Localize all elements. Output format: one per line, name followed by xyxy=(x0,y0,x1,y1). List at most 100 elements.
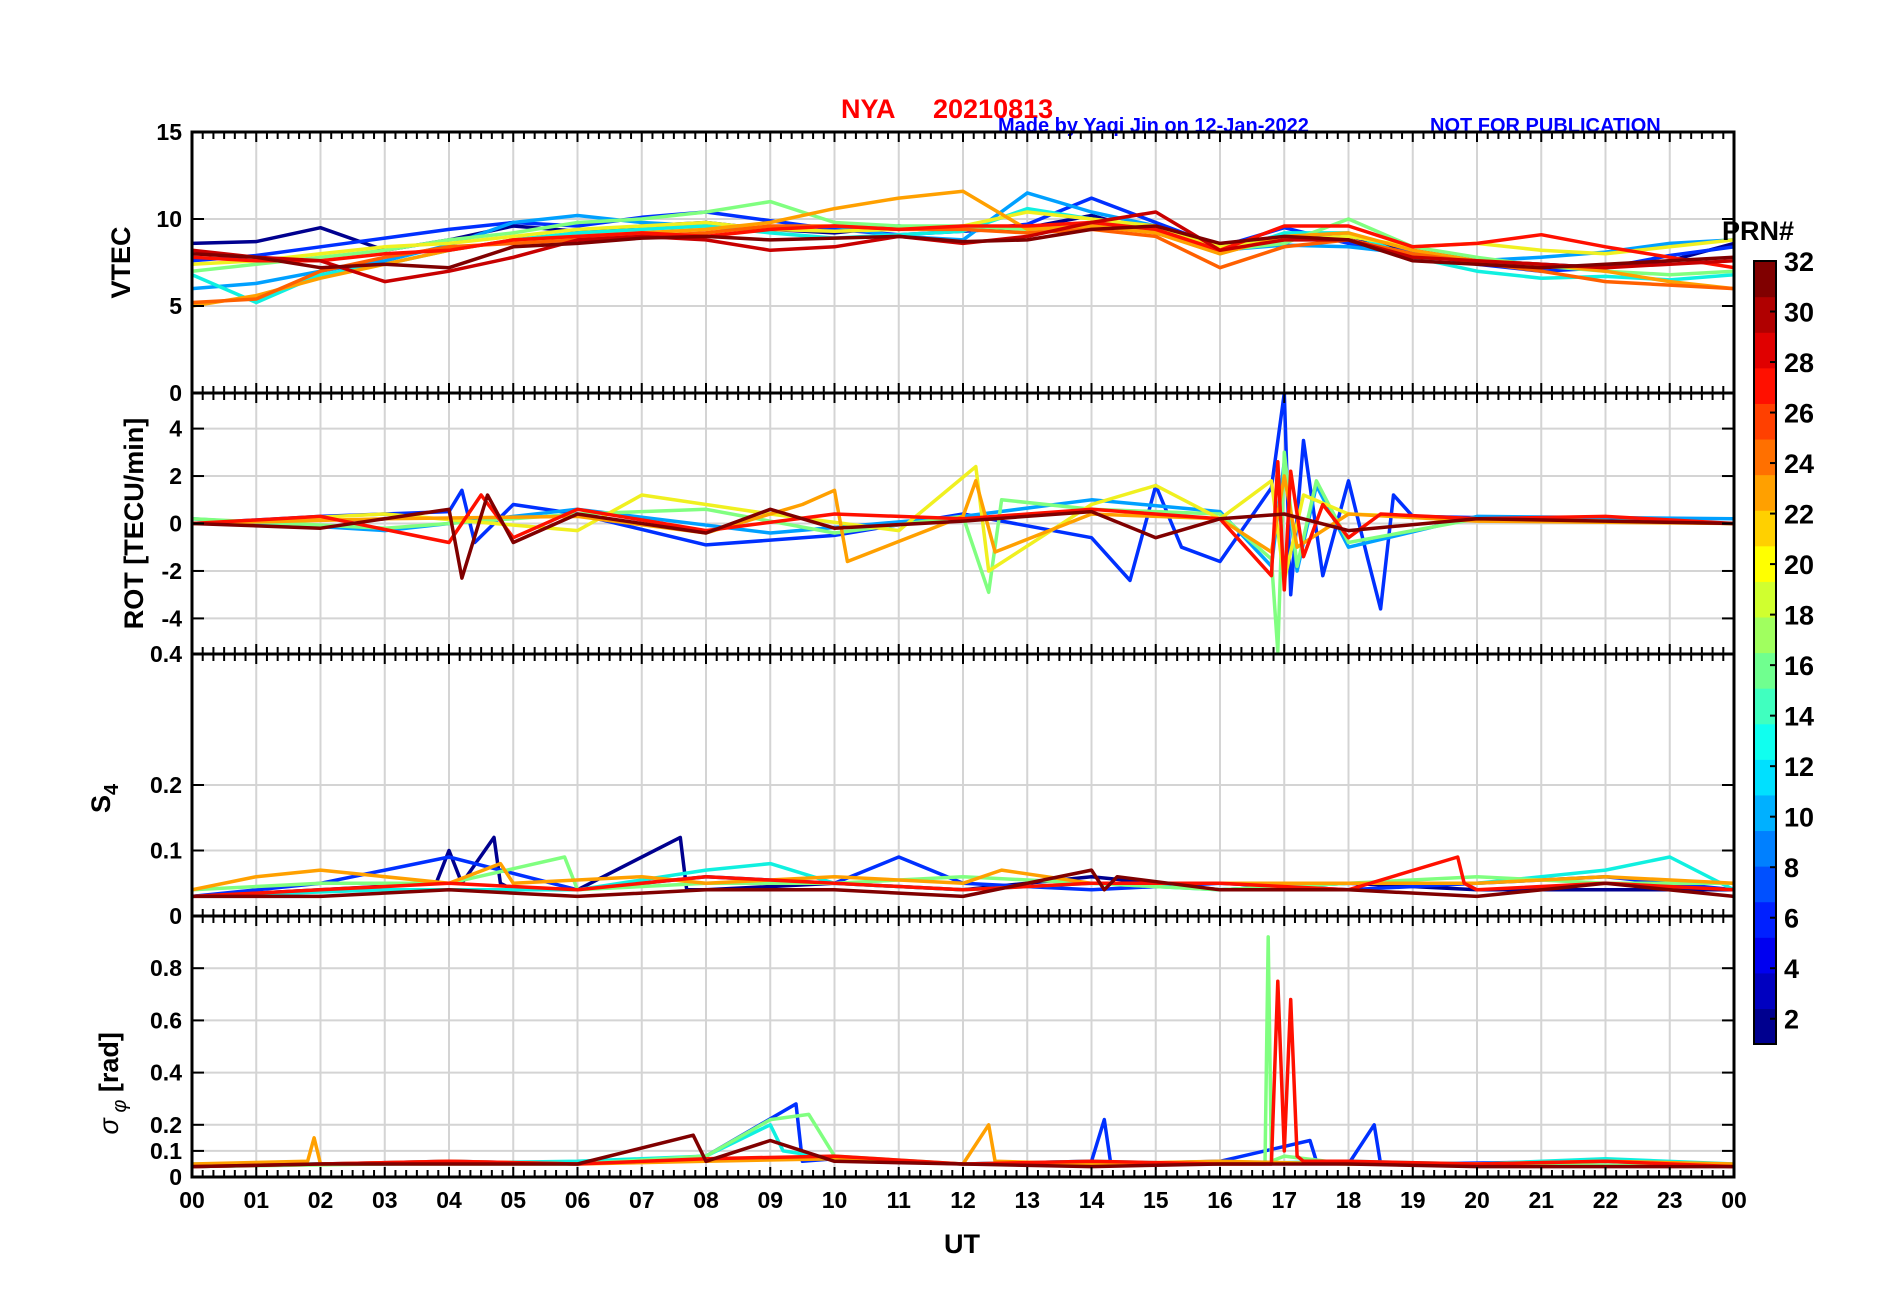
rot-y-tick-label: -2 xyxy=(162,558,182,584)
x-tick-label: 17 xyxy=(1271,1187,1297,1213)
x-tick-label: 15 xyxy=(1143,1187,1169,1213)
colorbar-tick-label: 16 xyxy=(1784,651,1814,681)
s4-series-line xyxy=(192,861,1734,892)
colorbar-title: PRN# xyxy=(1722,216,1794,246)
x-tick-label: 21 xyxy=(1528,1187,1554,1213)
s4-y-label: S4 xyxy=(86,783,123,813)
x-tick-label: 06 xyxy=(565,1187,591,1213)
s4-y-tick-label: 0.2 xyxy=(150,772,182,798)
colorbar-segment xyxy=(1754,1008,1776,1045)
sigma-y-tick-label: 0.2 xyxy=(150,1112,182,1138)
s4-series-line xyxy=(192,855,1734,899)
colorbar-segment xyxy=(1754,510,1776,547)
rot-y-tick-label: 0 xyxy=(169,511,182,537)
rot-y-tick-label: 2 xyxy=(169,463,182,489)
colorbar-tick-label: 14 xyxy=(1784,702,1814,732)
vtec-series-line xyxy=(192,210,1734,284)
date-title: 20210813 xyxy=(933,94,1053,124)
colorbar-segment xyxy=(1754,438,1776,476)
x-tick-label: 00 xyxy=(1721,1187,1747,1213)
vtec-series-line xyxy=(192,220,1734,270)
colorbar-tick-label: 10 xyxy=(1784,803,1814,833)
rot-series-line xyxy=(192,464,1734,583)
x-tick-label: 16 xyxy=(1207,1187,1233,1213)
colorbar-tick-label: 2 xyxy=(1784,1005,1799,1035)
sigma-y-tick-label: 0.4 xyxy=(150,1060,182,1086)
vtec-y-tick-label: 10 xyxy=(156,206,182,232)
x-tick-label: 13 xyxy=(1014,1187,1040,1213)
colorbar-segment xyxy=(1754,652,1776,689)
colorbar-tick-label: 28 xyxy=(1784,348,1814,378)
station-title: NYA xyxy=(841,94,896,124)
colorbar-tick-label: 8 xyxy=(1784,853,1799,883)
rot-series-line xyxy=(192,450,1734,654)
colorbar-segment xyxy=(1754,403,1776,440)
x-tick-label: 03 xyxy=(372,1187,398,1213)
sigma-y-tick-label: 0.6 xyxy=(150,1007,182,1033)
x-tick-label: 14 xyxy=(1079,1187,1105,1213)
colorbar-segment xyxy=(1754,261,1776,298)
vtec-y-label: VTEC xyxy=(106,226,136,298)
x-tick-label: 01 xyxy=(243,1187,269,1213)
x-tick-label: 09 xyxy=(757,1187,783,1213)
x-tick-label: 08 xyxy=(693,1187,719,1213)
colorbar-tick-label: 20 xyxy=(1784,550,1814,580)
vtec-y-tick-label: 5 xyxy=(169,293,182,319)
s4-series-line xyxy=(192,868,1734,899)
colorbar-tick-label: 32 xyxy=(1784,247,1814,277)
colorbar-tick-label: 30 xyxy=(1784,298,1814,328)
sigma-y-tick-label: 0 xyxy=(169,1164,182,1190)
x-tick-label: 04 xyxy=(436,1187,462,1213)
colorbar-segment xyxy=(1754,474,1776,511)
x-axis: 00 01 02 03 04 05 06 07 08 09 10 11 12 13 14 15 16 17 18 19… xyxy=(179,1187,1747,1259)
vtec-series-line xyxy=(192,224,1734,270)
colorbar-segment xyxy=(1754,937,1776,974)
x-tick-label: 02 xyxy=(308,1187,334,1213)
vtec-y-tick-label: 15 xyxy=(156,119,182,145)
colorbar-segment xyxy=(1754,759,1776,796)
colorbar-segment xyxy=(1754,332,1776,369)
sigma-y-tick-label: 0.8 xyxy=(150,955,182,981)
s4-y-tick-label: 0.1 xyxy=(150,838,182,864)
colorbar-segment xyxy=(1754,688,1776,725)
x-tick-label: 23 xyxy=(1657,1187,1683,1213)
colorbar-frame xyxy=(1753,260,1777,1045)
colorbar-tick-label: 26 xyxy=(1784,399,1814,429)
colorbar-segment xyxy=(1754,367,1776,404)
x-tick-label: 00 xyxy=(179,1187,205,1213)
rot-y-tick-label: -4 xyxy=(162,605,183,631)
colorbar-segment xyxy=(1754,972,1776,1010)
rot-panel: -4 -2 0 2 4 ROT [TECU/min] xyxy=(119,391,1736,656)
s4-y-tick-label: 0.4 xyxy=(150,641,182,667)
colorbar-segment xyxy=(1754,830,1776,867)
colorbar-segment xyxy=(1754,616,1776,654)
colorbar-tick-label: 4 xyxy=(1784,954,1799,984)
x-tick-label: 05 xyxy=(500,1187,526,1213)
sigma-y-tick-label: 0.1 xyxy=(150,1138,182,1164)
colorbar-tick-label: 22 xyxy=(1784,500,1814,530)
colorbar-tick-label: 18 xyxy=(1784,601,1814,631)
x-tick-label: 22 xyxy=(1593,1187,1619,1213)
colorbar-tick-label: 6 xyxy=(1784,904,1799,934)
colorbar-segment xyxy=(1754,901,1776,938)
s4-y-tick-label: 0 xyxy=(169,903,182,929)
colorbar-segment xyxy=(1754,723,1776,760)
colorbar-segment xyxy=(1754,296,1776,333)
rot-y-tick-label: 4 xyxy=(169,416,182,442)
x-tick-label: 07 xyxy=(629,1187,655,1213)
s4-panel: 0 0.1 0.2 0.4 S4 xyxy=(86,641,1736,929)
sigma-y-label: σ φ [rad] xyxy=(94,1032,131,1134)
colorbar-tick-label: 12 xyxy=(1784,752,1814,782)
x-tick-label: 18 xyxy=(1336,1187,1362,1213)
x-tick-label: 11 xyxy=(887,1187,912,1213)
vtec-panel: 0 5 10 15 VTEC xyxy=(106,119,1736,406)
rot-y-label: ROT [TECU/min] xyxy=(119,418,149,629)
colorbar-segment xyxy=(1754,545,1776,582)
x-tick-label: 19 xyxy=(1400,1187,1426,1213)
rot-series-line xyxy=(192,493,1734,580)
x-tick-label: 10 xyxy=(822,1187,848,1213)
sigma-phi-panel: 00.10.2 0.4 0.6 0.8 σ φ [rad] xyxy=(94,914,1736,1190)
vtec-y-tick-label: 0 xyxy=(169,380,182,406)
